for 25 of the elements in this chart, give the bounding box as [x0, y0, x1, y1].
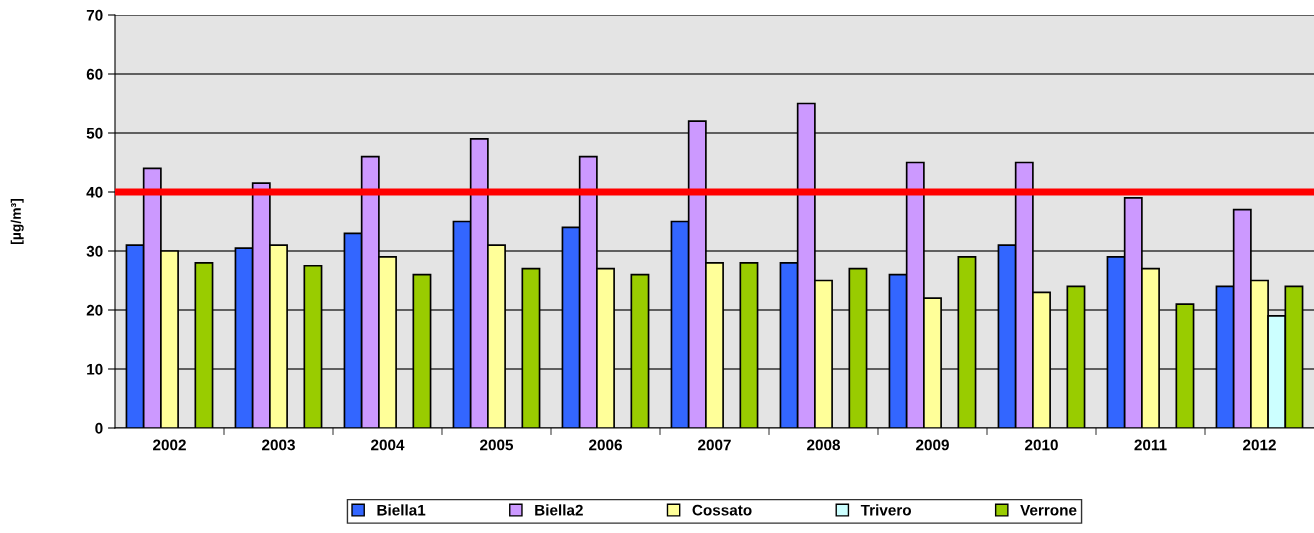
- y-tick-label: 70: [86, 9, 103, 21]
- x-tick-label: 2004: [371, 439, 405, 451]
- legend-label: Verrone: [1020, 504, 1077, 516]
- x-tick-label: 2011: [1134, 439, 1167, 451]
- y-tick-label: 50: [86, 127, 103, 139]
- legend-label: Biella1: [377, 504, 426, 516]
- x-tick-label: 2010: [1025, 439, 1058, 451]
- y-tick-label: 60: [86, 68, 103, 80]
- x-tick-label: 2012: [1243, 439, 1276, 451]
- y-tick-label: 20: [86, 304, 103, 316]
- x-tick-label: 2008: [807, 439, 841, 451]
- y-tick-label: 0: [95, 422, 103, 434]
- legend-label: Trivero: [860, 504, 912, 516]
- y-tick-label: 40: [86, 186, 103, 198]
- legend-label: Biella2: [535, 504, 583, 516]
- x-tick-label: 2007: [698, 439, 731, 451]
- y-tick-label: 30: [86, 245, 103, 257]
- y-tick-label: 10: [87, 363, 103, 375]
- x-tick-label: 2002: [153, 439, 186, 451]
- x-tick-label: 2009: [916, 439, 949, 451]
- legend-label: Cossato: [692, 504, 752, 516]
- x-tick-label: 2003: [262, 439, 295, 451]
- y-axis-title: [µg/m³]: [10, 198, 24, 245]
- x-tick-label: 2006: [589, 439, 622, 451]
- x-tick-label: 2005: [480, 439, 514, 451]
